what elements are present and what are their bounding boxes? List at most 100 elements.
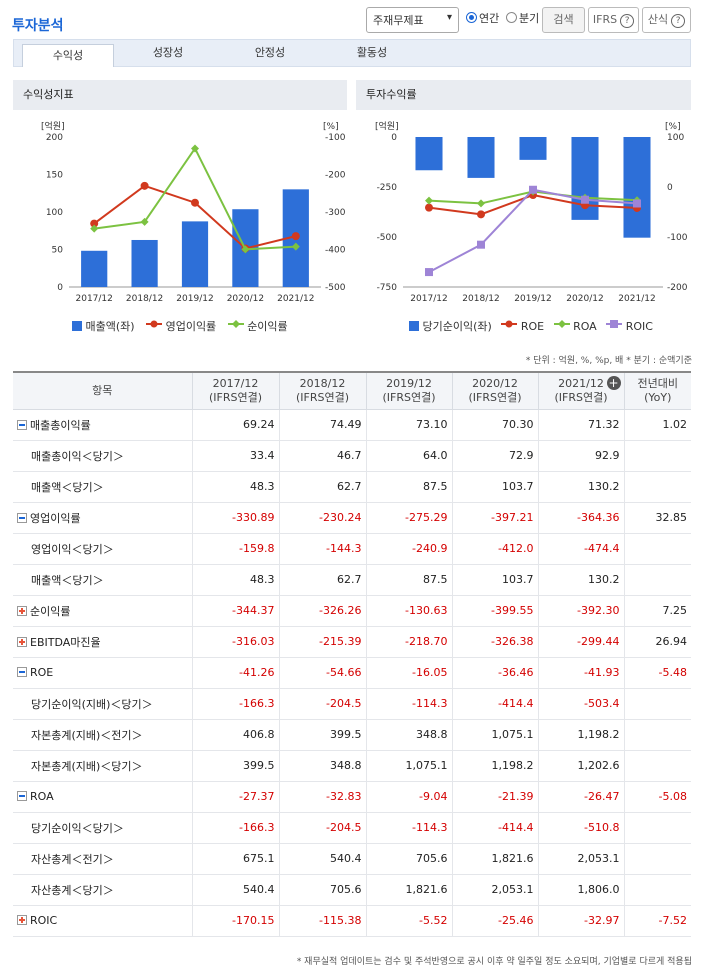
tab-growth[interactable]: 성장성: [152, 46, 184, 59]
table-cell-yoy: [624, 471, 691, 503]
table-cell: 1,075.1: [366, 750, 453, 782]
data-point: [191, 198, 199, 207]
quarter-radio[interactable]: 분기: [506, 7, 539, 33]
table-cell: -9.04: [366, 781, 453, 813]
row-label-text: 매출액＜당기＞: [31, 480, 104, 494]
legend-item: 영업이익률: [165, 320, 217, 333]
data-point: [241, 245, 250, 254]
row-label-text: 매출총이익＜당기＞: [31, 449, 124, 463]
table-cell-yoy: [624, 874, 691, 906]
table-cell: -414.4: [452, 688, 539, 720]
table-cell-yoy: 26.94: [624, 626, 691, 658]
table-cell: 48.3: [192, 564, 280, 596]
row-label[interactable]: ROA: [13, 781, 193, 813]
expand-icon[interactable]: [17, 605, 27, 616]
expand-icon[interactable]: [17, 915, 27, 925]
table-cell-yoy: [624, 533, 691, 565]
formula-help-button[interactable]: 산식?: [642, 7, 691, 33]
table-cell: 87.5: [366, 564, 453, 596]
x-tick-label: 2021/12: [618, 294, 655, 304]
table-cell-yoy: 1.02: [624, 409, 691, 441]
chevron-down-icon: ▾: [446, 12, 452, 23]
table-cell: 399.5: [279, 719, 367, 751]
legend-left: 매출액(좌) 영업이익률 순이익률: [72, 318, 288, 334]
table-cell: 399.5: [192, 750, 280, 782]
collapse-icon[interactable]: [17, 512, 27, 523]
question-icon: ?: [671, 14, 686, 28]
collapse-icon[interactable]: [17, 419, 27, 430]
col-header-item: 항목: [13, 371, 193, 410]
collapse-icon[interactable]: [17, 667, 27, 677]
x-tick-label: 2018/12: [462, 294, 499, 304]
table-row: ROA -27.37 -32.83 -9.04 -21.39 -26.47 -5.08: [13, 781, 691, 813]
collapse-icon[interactable]: [17, 791, 27, 801]
legend-line-swatch: [227, 320, 244, 328]
expand-columns-icon[interactable]: +: [606, 376, 621, 390]
analysis-tabs: 수익성 성장성 안정성 활동성: [13, 39, 691, 67]
row-label[interactable]: 순이익률: [13, 595, 193, 627]
row-label[interactable]: 영업이익률: [13, 502, 193, 534]
table-cell: -399.55: [452, 595, 539, 627]
x-tick-label: 2017/12: [76, 294, 113, 304]
table-cell: 540.4: [279, 843, 367, 875]
search-button[interactable]: 검색: [542, 7, 585, 33]
legend-item: 순이익률: [247, 320, 288, 333]
table-cell: -344.37: [192, 595, 280, 627]
x-tick-label: 2019/12: [176, 294, 213, 304]
tab-profitability[interactable]: 수익성: [22, 44, 114, 67]
x-tick-label: 2020/12: [227, 294, 264, 304]
row-label[interactable]: 매출총이익률: [13, 409, 193, 441]
row-label[interactable]: EBITDA마진율: [13, 626, 193, 658]
table-cell: -114.3: [366, 812, 453, 844]
annual-radio[interactable]: 연간: [466, 7, 499, 33]
legend-line-swatch: [553, 320, 570, 328]
row-label-text: ROE: [30, 666, 54, 679]
table-cell: -204.5: [279, 812, 367, 844]
row-label: 당기순이익＜당기＞: [13, 812, 193, 844]
row-label-text: EBITDA마진율: [30, 635, 101, 649]
table-cell-yoy: [624, 719, 691, 751]
table-cell: -170.15: [192, 905, 280, 937]
table-cell: -503.4: [538, 688, 625, 720]
table-row: 영업이익＜당기＞ -159.8 -144.3 -240.9 -412.0 -474.4: [13, 533, 691, 565]
table-cell-yoy: 32.85: [624, 502, 691, 534]
table-cell: 1,075.1: [452, 719, 539, 751]
table-cell: 705.6: [366, 843, 453, 875]
tab-activity[interactable]: 활동성: [356, 46, 388, 59]
table-cell: -32.97: [538, 905, 625, 937]
data-point: [477, 199, 485, 208]
table-cell: 73.10: [366, 409, 453, 441]
table-cell: 72.9: [452, 440, 539, 472]
table-cell-yoy: 7.25: [624, 595, 691, 627]
row-label[interactable]: ROE: [13, 657, 193, 689]
row-label: 매출액＜당기＞: [13, 564, 193, 596]
tab-stability[interactable]: 안정성: [254, 46, 286, 59]
y-tick-label: -250: [377, 183, 398, 193]
table-cell: -32.83: [279, 781, 367, 813]
row-label-text: 자본총계(지배)＜당기＞: [31, 759, 143, 773]
ifrs-help-button[interactable]: IFRS?: [588, 7, 639, 33]
table-cell: 46.7: [279, 440, 367, 472]
bar: [131, 239, 158, 287]
statement-select[interactable]: 주재무제표 ▾: [366, 7, 459, 33]
row-label-text: 자본총계(지배)＜전기＞: [31, 728, 143, 742]
col-header: 2021/12 (IFRS연결) +: [537, 371, 625, 410]
table-cell-yoy: -5.08: [624, 781, 691, 813]
panel-title-return: 투자수익률: [356, 80, 691, 110]
data-point: [291, 232, 300, 241]
table-cell-yoy: [624, 843, 691, 875]
row-label: 당기순이익(지배)＜당기＞: [13, 688, 193, 720]
table-row: 순이익률 -344.37 -326.26 -130.63 -399.55 -392.30 7…: [13, 595, 691, 627]
bar: [81, 250, 108, 287]
data-point: [291, 242, 300, 251]
table-cell: 62.7: [279, 564, 367, 596]
legend-line-swatch: [146, 320, 163, 328]
table-cell: 675.1: [192, 843, 280, 875]
row-label[interactable]: ROIC: [13, 905, 193, 937]
row-label: 자산총계＜당기＞: [13, 874, 193, 906]
table-cell: -240.9: [366, 533, 453, 565]
legend-item: 당기순이익(좌): [422, 320, 492, 333]
expand-icon[interactable]: [17, 636, 27, 647]
table-cell: 130.2: [538, 471, 625, 503]
y2-tick-label: -200: [667, 283, 688, 293]
